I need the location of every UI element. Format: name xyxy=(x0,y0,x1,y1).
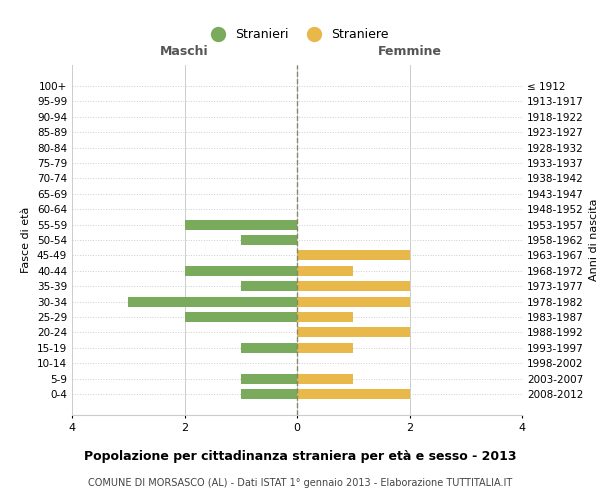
Bar xyxy=(297,250,409,260)
Text: COMUNE DI MORSASCO (AL) - Dati ISTAT 1° gennaio 2013 - Elaborazione TUTTITALIA.I: COMUNE DI MORSASCO (AL) - Dati ISTAT 1° … xyxy=(88,478,512,488)
Bar xyxy=(241,235,297,245)
Y-axis label: Anni di nascita: Anni di nascita xyxy=(589,198,599,281)
Text: Popolazione per cittadinanza straniera per età e sesso - 2013: Popolazione per cittadinanza straniera p… xyxy=(84,450,516,463)
Bar xyxy=(128,296,297,306)
Bar xyxy=(185,266,297,276)
Bar xyxy=(241,281,297,291)
Bar xyxy=(185,312,297,322)
Bar xyxy=(297,328,409,338)
Text: Femmine: Femmine xyxy=(377,45,442,58)
Bar xyxy=(297,296,409,306)
Legend: Stranieri, Straniere: Stranieri, Straniere xyxy=(200,23,394,46)
Text: Maschi: Maschi xyxy=(160,45,209,58)
Bar xyxy=(297,266,353,276)
Bar xyxy=(241,389,297,399)
Bar xyxy=(241,343,297,353)
Bar xyxy=(297,281,409,291)
Bar xyxy=(297,343,353,353)
Bar xyxy=(185,220,297,230)
Bar xyxy=(297,312,353,322)
Bar xyxy=(241,374,297,384)
Bar xyxy=(297,389,409,399)
Y-axis label: Fasce di età: Fasce di età xyxy=(22,207,31,273)
Bar xyxy=(297,374,353,384)
